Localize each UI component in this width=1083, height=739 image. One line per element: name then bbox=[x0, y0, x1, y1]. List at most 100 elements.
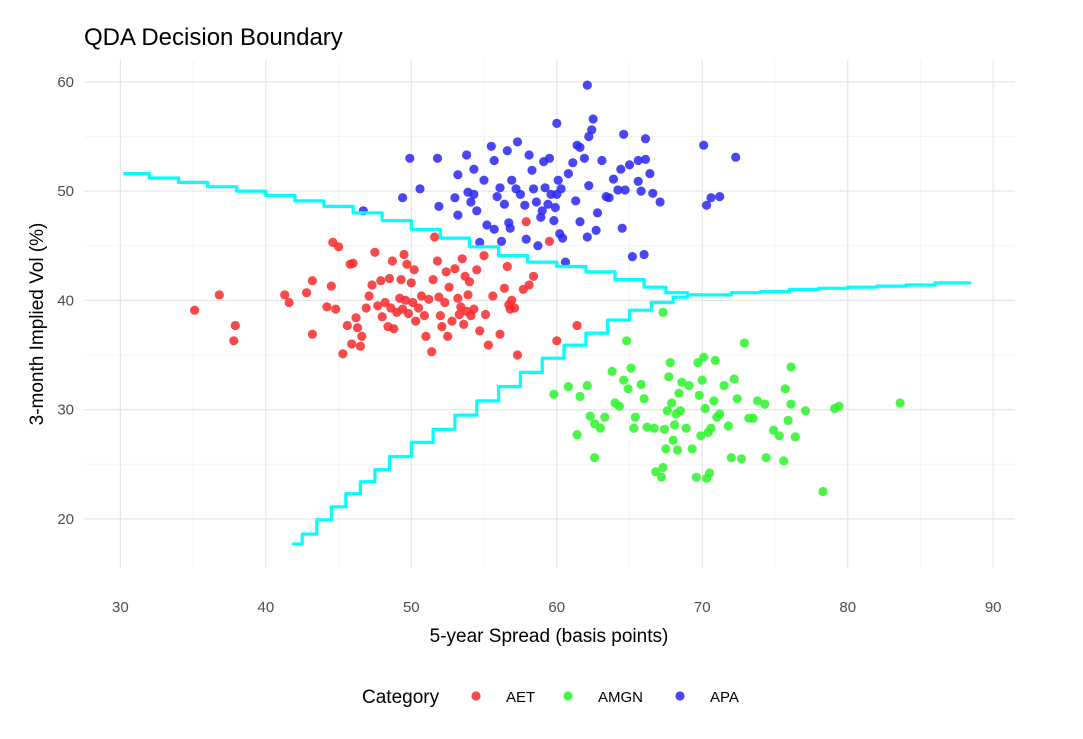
data-point bbox=[640, 134, 651, 144]
data-point bbox=[544, 153, 555, 163]
data-point bbox=[639, 394, 649, 404]
data-point bbox=[307, 276, 317, 286]
data-point bbox=[472, 206, 482, 216]
legend-label-apa: APA bbox=[710, 689, 739, 706]
lower-boundary bbox=[292, 281, 972, 546]
data-point bbox=[355, 341, 365, 351]
data-point bbox=[560, 257, 571, 267]
data-point bbox=[592, 208, 603, 218]
data-point bbox=[540, 183, 550, 193]
data-point bbox=[453, 170, 463, 180]
data-point bbox=[521, 234, 531, 244]
data-point bbox=[834, 401, 844, 411]
legend-label-amgn: AMGN bbox=[598, 689, 643, 706]
data-point bbox=[582, 232, 592, 242]
data-point bbox=[659, 424, 670, 434]
data-point bbox=[732, 394, 742, 404]
data-point bbox=[715, 192, 725, 202]
series-amgn bbox=[549, 307, 905, 497]
data-point bbox=[760, 399, 770, 409]
data-point bbox=[704, 468, 715, 478]
data-point bbox=[579, 153, 590, 163]
data-point bbox=[469, 304, 479, 314]
data-point bbox=[739, 338, 750, 348]
data-point bbox=[406, 278, 416, 288]
data-point bbox=[512, 350, 523, 360]
data-point bbox=[469, 189, 479, 199]
data-point bbox=[672, 445, 683, 455]
data-point bbox=[552, 336, 562, 346]
data-point bbox=[617, 223, 627, 233]
data-point bbox=[400, 295, 411, 305]
data-point bbox=[479, 251, 489, 261]
x-tick-label: 40 bbox=[257, 599, 274, 616]
data-point bbox=[469, 164, 479, 174]
data-point bbox=[427, 347, 437, 357]
data-point bbox=[696, 431, 706, 441]
data-point bbox=[715, 409, 725, 419]
data-point bbox=[549, 216, 559, 226]
data-point bbox=[515, 189, 526, 199]
data-point bbox=[387, 256, 397, 266]
data-point bbox=[459, 319, 469, 329]
data-point bbox=[575, 391, 585, 402]
data-point bbox=[665, 358, 675, 368]
data-point bbox=[537, 206, 547, 216]
data-point bbox=[681, 423, 691, 433]
data-point bbox=[556, 184, 566, 194]
data-point bbox=[495, 329, 505, 339]
data-point bbox=[786, 399, 796, 409]
data-point bbox=[640, 154, 651, 164]
data-point bbox=[600, 412, 610, 422]
data-point bbox=[633, 155, 643, 166]
data-point bbox=[380, 297, 390, 308]
x-axis-label: 5-year Spread (basis points) bbox=[430, 626, 669, 647]
data-point bbox=[684, 381, 694, 391]
data-point bbox=[190, 305, 200, 315]
data-point bbox=[495, 183, 505, 193]
boundary-curves bbox=[123, 172, 972, 546]
data-point bbox=[450, 193, 460, 203]
data-point bbox=[499, 283, 509, 293]
data-point bbox=[723, 421, 734, 431]
data-point bbox=[505, 223, 515, 233]
data-point bbox=[496, 236, 507, 246]
data-point bbox=[636, 379, 646, 390]
y-axis-label: 3-month Implied Vol (%) bbox=[27, 223, 48, 426]
data-point bbox=[351, 313, 361, 323]
data-point bbox=[662, 406, 672, 416]
upper-boundary bbox=[123, 172, 703, 297]
data-point bbox=[670, 420, 680, 430]
x-tick-labels: 30 40 50 60 70 80 90 bbox=[112, 599, 1002, 616]
data-point bbox=[419, 311, 429, 321]
data-point bbox=[370, 247, 380, 257]
data-point bbox=[800, 406, 811, 416]
data-point bbox=[709, 396, 719, 406]
x-tick-label: 60 bbox=[548, 599, 565, 616]
data-point bbox=[347, 339, 357, 349]
data-point bbox=[307, 329, 317, 339]
data-point bbox=[693, 358, 703, 368]
data-point bbox=[405, 153, 415, 163]
data-point bbox=[284, 297, 294, 308]
data-point bbox=[384, 273, 395, 284]
data-point bbox=[482, 220, 492, 230]
data-point bbox=[608, 174, 619, 184]
data-point bbox=[697, 375, 707, 385]
data-point bbox=[421, 331, 431, 341]
data-point bbox=[633, 176, 643, 186]
data-point bbox=[432, 256, 443, 266]
data-point bbox=[424, 294, 434, 304]
data-point bbox=[719, 381, 729, 391]
data-point bbox=[466, 197, 476, 207]
data-point bbox=[434, 201, 444, 211]
data-point bbox=[364, 291, 374, 301]
data-point bbox=[528, 271, 539, 281]
data-point bbox=[502, 146, 512, 156]
data-point bbox=[428, 275, 438, 285]
data-point bbox=[656, 472, 667, 482]
legend-key-aet bbox=[471, 691, 481, 701]
series-aet bbox=[190, 217, 582, 360]
data-point bbox=[352, 323, 363, 333]
data-point bbox=[584, 131, 594, 142]
